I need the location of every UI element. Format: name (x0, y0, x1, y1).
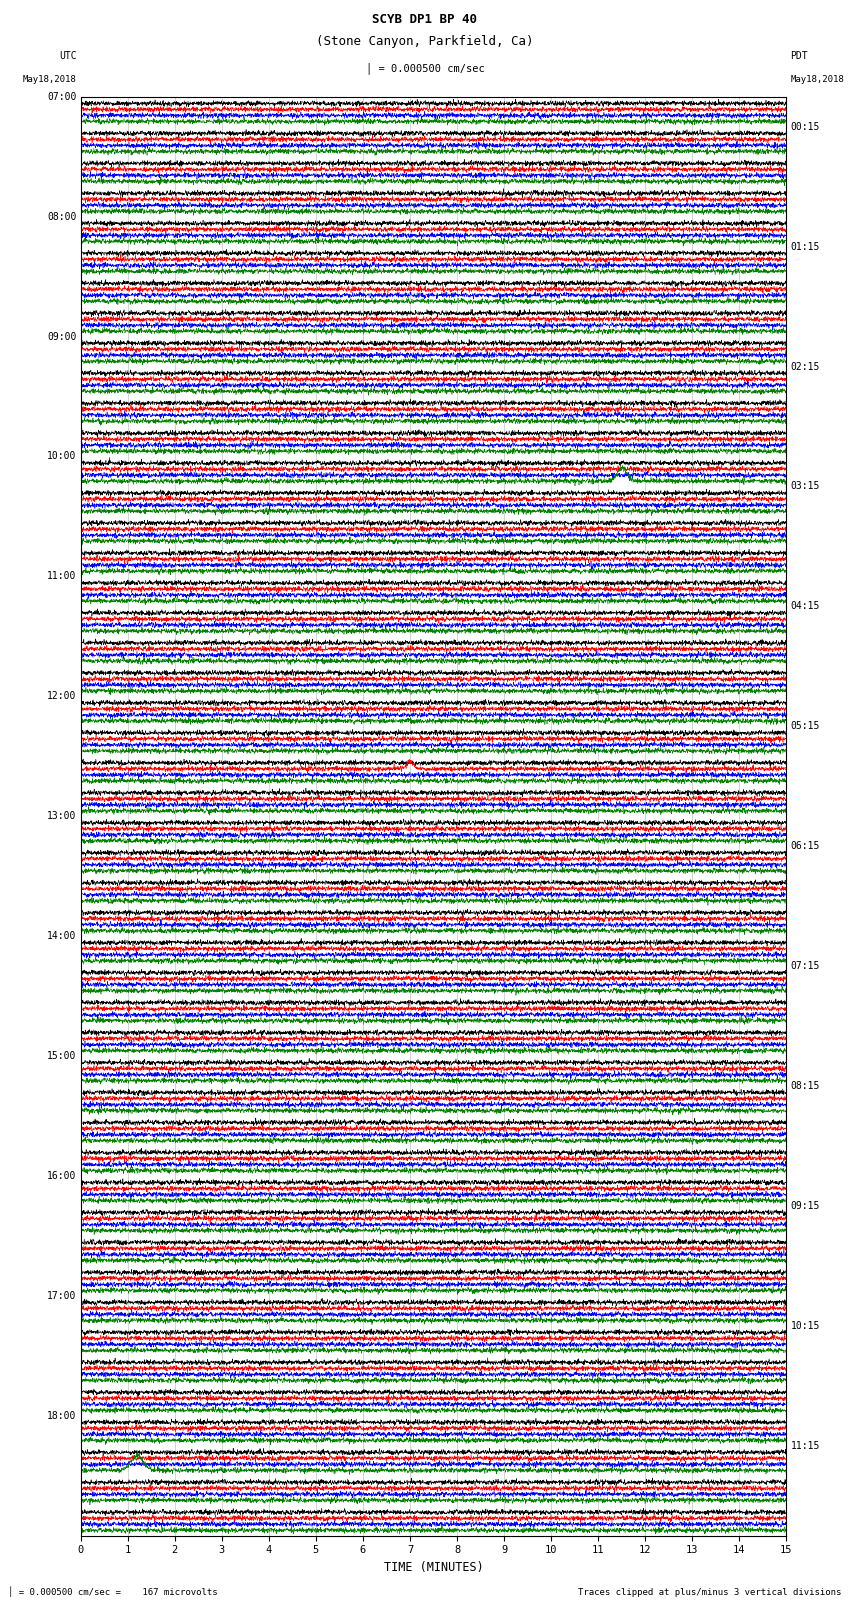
Text: │ = 0.000500 cm/sec: │ = 0.000500 cm/sec (366, 63, 484, 74)
Text: 16:00: 16:00 (47, 1171, 76, 1181)
Text: 11:00: 11:00 (47, 571, 76, 581)
Text: 14:00: 14:00 (47, 931, 76, 940)
Text: 09:15: 09:15 (790, 1200, 820, 1211)
Text: │ = 0.000500 cm/sec =    167 microvolts: │ = 0.000500 cm/sec = 167 microvolts (8, 1586, 218, 1597)
Text: 13:00: 13:00 (47, 811, 76, 821)
Text: 06:15: 06:15 (790, 840, 820, 852)
Text: PDT: PDT (790, 52, 808, 61)
Text: 04:15: 04:15 (790, 602, 820, 611)
Text: 08:15: 08:15 (790, 1081, 820, 1090)
Text: 10:15: 10:15 (790, 1321, 820, 1331)
Text: 17:00: 17:00 (47, 1290, 76, 1300)
Text: 02:15: 02:15 (790, 361, 820, 371)
Text: 07:15: 07:15 (790, 961, 820, 971)
Text: UTC: UTC (59, 52, 76, 61)
Text: 12:00: 12:00 (47, 692, 76, 702)
Text: May18,2018: May18,2018 (790, 74, 844, 84)
Text: 10:00: 10:00 (47, 452, 76, 461)
Text: 01:15: 01:15 (790, 242, 820, 252)
Text: 08:00: 08:00 (47, 211, 76, 221)
Text: 09:00: 09:00 (47, 332, 76, 342)
Text: 15:00: 15:00 (47, 1052, 76, 1061)
Text: 03:15: 03:15 (790, 481, 820, 492)
Text: 05:15: 05:15 (790, 721, 820, 731)
Text: 18:00: 18:00 (47, 1411, 76, 1421)
X-axis label: TIME (MINUTES): TIME (MINUTES) (383, 1561, 484, 1574)
Text: 07:00: 07:00 (47, 92, 76, 102)
Text: Traces clipped at plus/minus 3 vertical divisions: Traces clipped at plus/minus 3 vertical … (578, 1587, 842, 1597)
Text: SCYB DP1 BP 40: SCYB DP1 BP 40 (372, 13, 478, 26)
Text: (Stone Canyon, Parkfield, Ca): (Stone Canyon, Parkfield, Ca) (316, 35, 534, 48)
Text: 00:15: 00:15 (790, 121, 820, 132)
Text: May18,2018: May18,2018 (23, 74, 76, 84)
Text: 11:15: 11:15 (790, 1440, 820, 1450)
